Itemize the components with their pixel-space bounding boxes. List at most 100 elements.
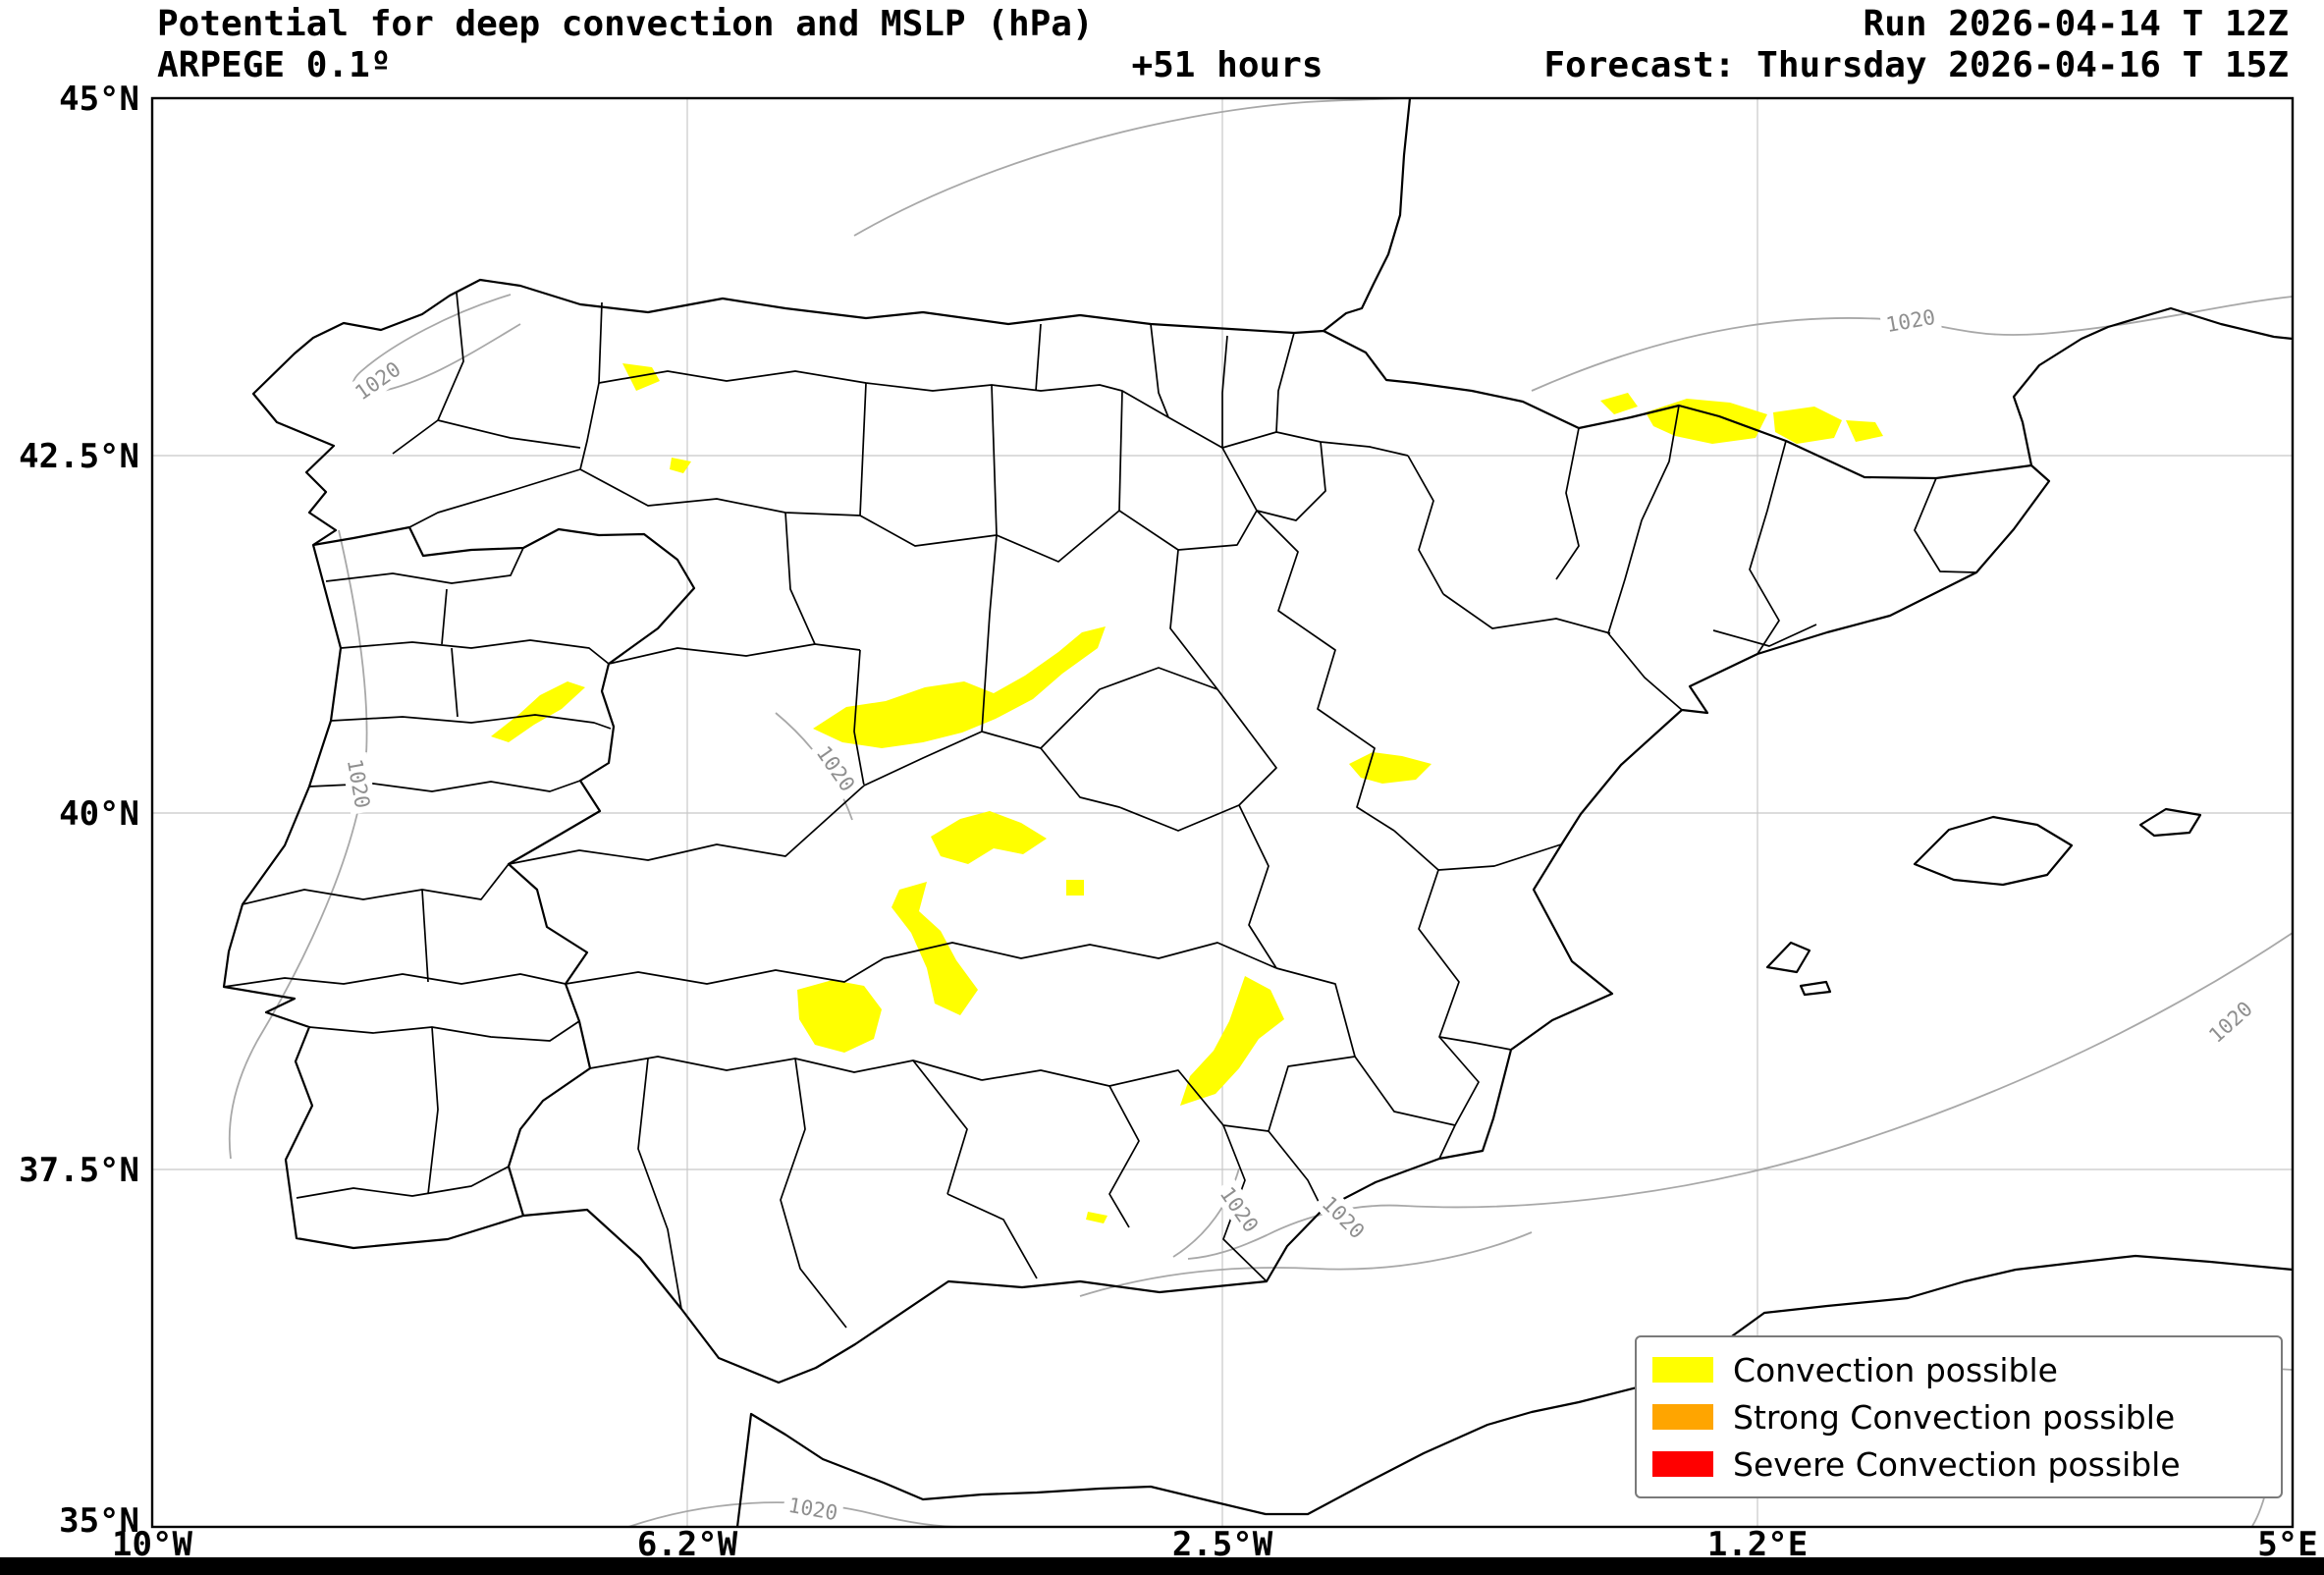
legend-item: Strong Convection possible xyxy=(1652,1396,2265,1438)
province-boundary-line xyxy=(1442,593,1611,634)
province-boundary-line xyxy=(441,588,448,645)
province-boundary-line xyxy=(242,863,510,905)
isobar-label: 1020 xyxy=(340,752,377,815)
isobar-1020-curve xyxy=(228,529,368,1160)
isobar-label: 1020 xyxy=(2199,992,2261,1052)
convection-patches xyxy=(491,363,1883,1223)
isobar-label-bg xyxy=(346,353,410,408)
province-boundary-line xyxy=(427,1026,439,1195)
legend-swatch-convection xyxy=(1652,1357,1713,1383)
province-boundary-line xyxy=(883,942,1277,969)
isobar-label-bg xyxy=(1879,302,1942,340)
province-borders xyxy=(223,292,1977,1329)
lead-time-label: +51 hours xyxy=(1131,45,1324,85)
province-boundary-line xyxy=(330,714,612,730)
map-frame xyxy=(150,96,2295,1529)
province-boundary-line xyxy=(1275,967,1356,1058)
province-boundary-line xyxy=(780,1058,847,1329)
province-boundary-line xyxy=(1118,390,1123,512)
isobar-label: 1020 xyxy=(782,1491,844,1528)
legend-label: Strong Convection possible xyxy=(1733,1397,2176,1437)
lat-tick-label: 35°N xyxy=(59,1501,139,1541)
convection-patch xyxy=(1846,420,1883,442)
province-boundary-line xyxy=(991,384,998,536)
province-boundary-line xyxy=(1437,843,1562,871)
legend-swatch-severe-convection xyxy=(1652,1451,1713,1477)
province-boundary-line xyxy=(784,512,816,645)
isobar-1020-curve xyxy=(1187,932,2294,1260)
province-boundary-line xyxy=(981,1069,1270,1132)
province-boundary-line xyxy=(1407,455,1444,595)
convection-patch xyxy=(813,626,1106,748)
province-boundary-line xyxy=(608,643,861,665)
province-boundary-line xyxy=(1221,441,1326,521)
province-boundary-line xyxy=(1118,510,1258,551)
isobar-label: 1020 xyxy=(1313,1186,1375,1248)
legend-swatch-strong-convection xyxy=(1652,1404,1713,1430)
legend-item: Severe Convection possible xyxy=(1652,1443,2265,1485)
province-boundary-line xyxy=(637,1058,682,1310)
province-boundary-line xyxy=(296,1166,510,1199)
province-boundary-line xyxy=(1238,804,1277,969)
convection-patch xyxy=(1773,407,1842,444)
isobar-label-text: 1020 xyxy=(786,1494,839,1525)
coastlines xyxy=(222,97,2294,1528)
province-boundary-line xyxy=(223,973,567,988)
convection-patch xyxy=(1086,1212,1108,1223)
province-boundary-line xyxy=(1555,427,1580,580)
convection-patch xyxy=(1646,399,1767,444)
legend-label: Severe Convection possible xyxy=(1733,1444,2181,1484)
province-boundary-line xyxy=(1169,549,1218,690)
lat-tick-label: 45°N xyxy=(59,80,139,119)
isobar-1020-curve xyxy=(1172,1168,1240,1258)
isobar-label-text: 1020 xyxy=(343,757,374,810)
convection-patch xyxy=(622,363,660,391)
isobar-label-text: 1020 xyxy=(1884,305,1937,337)
province-boundary-line xyxy=(451,647,459,718)
y-axis-ticks: 45°N 42.5°N 40°N 37.5°N 35°N xyxy=(19,80,139,1541)
convection-patch xyxy=(1600,393,1638,414)
province-boundary-line xyxy=(1221,335,1228,448)
province-boundary-line xyxy=(1035,323,1042,392)
province-boundary-line xyxy=(579,468,1120,563)
isobar-label-bg xyxy=(2199,992,2261,1052)
isobar-label-bg xyxy=(808,736,864,801)
province-boundary-line xyxy=(437,419,581,449)
convection-patch xyxy=(892,882,978,1015)
province-boundary-line xyxy=(565,957,885,985)
province-boundary-line xyxy=(981,534,998,733)
isobar-label-bg xyxy=(1313,1186,1375,1248)
isobar-label: 1020 xyxy=(808,736,864,801)
convection-patch xyxy=(931,811,1047,864)
province-boundary-line xyxy=(1749,440,1787,655)
convection-patch xyxy=(1066,880,1084,896)
province-boundary-line xyxy=(392,292,464,455)
province-boundary-line xyxy=(508,785,865,865)
province-boundary-line xyxy=(1275,332,1295,433)
isobar-label-bg xyxy=(782,1491,844,1528)
province-boundary-line xyxy=(1438,1036,1512,1051)
run-label: Run 2026-04-14 T 12Z xyxy=(1863,4,2289,44)
province-boundary-line xyxy=(589,1056,983,1081)
iberia-coastline xyxy=(222,278,2051,1385)
province-boundary-line xyxy=(853,649,865,787)
province-boundary-line xyxy=(408,301,603,528)
province-boundary-line xyxy=(859,382,867,516)
lat-tick-label: 37.5°N xyxy=(19,1151,139,1190)
portugal-spain-border xyxy=(312,525,696,1217)
convection-patch xyxy=(670,458,691,473)
province-boundary-line xyxy=(308,1020,580,1042)
isobar-label: 1020 xyxy=(1879,302,1942,340)
mallorca-island xyxy=(1913,815,2074,887)
menorca-island xyxy=(2138,807,2202,838)
province-boundary-line xyxy=(912,1059,968,1195)
country-borders xyxy=(312,525,696,1217)
province-boundary-line xyxy=(1393,830,1480,1160)
legend-item: Convection possible xyxy=(1652,1349,2265,1390)
legend: Convection possible Strong Convection po… xyxy=(1635,1335,2283,1498)
forecast-label: Forecast: Thursday 2026-04-16 T 15Z xyxy=(1543,45,2289,85)
africa-coastline xyxy=(735,1254,2294,1528)
isobar-label-bg xyxy=(340,752,377,815)
model-label: ARPEGE 0.1º xyxy=(157,45,392,85)
